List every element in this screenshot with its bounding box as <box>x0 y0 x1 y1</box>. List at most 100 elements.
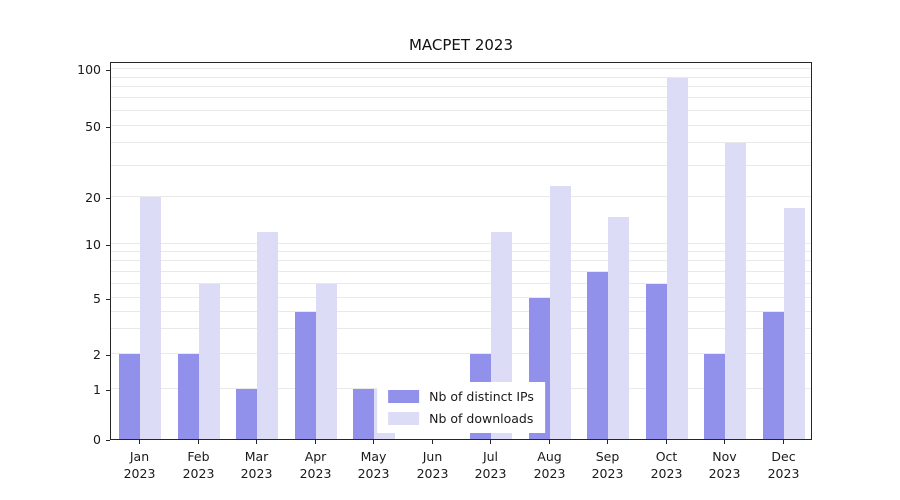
year-label: 2023 <box>123 466 156 481</box>
gridline <box>111 243 811 244</box>
bar-distinct-ips-feb <box>178 354 199 439</box>
y-tick-label: 50 <box>85 119 101 134</box>
x-tick-mark <box>724 440 725 444</box>
chart-title: MACPET 2023 <box>408 36 514 54</box>
bar-distinct-ips-dec <box>763 312 784 439</box>
x-tick-label-apr: Apr 2023 <box>286 448 345 482</box>
bar-distinct-ips-may <box>353 389 374 439</box>
y-tick-mark <box>106 440 110 441</box>
gridline <box>111 125 811 126</box>
month-label: Sep <box>595 449 620 464</box>
x-tick-label-aug: Aug 2023 <box>520 448 579 482</box>
x-tick-label-dec: Dec 2023 <box>754 448 813 482</box>
y-tick-mark <box>106 245 110 246</box>
gridline <box>111 311 811 312</box>
year-label: 2023 <box>357 466 390 481</box>
y-tick-label: 5 <box>93 291 101 306</box>
month-label: Jun <box>422 449 443 464</box>
legend-swatch-distinct-ips <box>388 390 420 403</box>
x-tick-label-nov: Nov 2023 <box>695 448 754 482</box>
x-tick-label-sep: Sep 2023 <box>578 448 637 482</box>
x-tick-label-mar: Mar 2023 <box>227 448 286 482</box>
x-tick-label-jul: Jul 2023 <box>461 448 520 482</box>
month-label: Mar <box>244 449 269 464</box>
gridline <box>111 328 811 329</box>
x-tick-mark <box>607 440 608 444</box>
x-tick-label-feb: Feb 2023 <box>169 448 228 482</box>
legend-label: Nb of downloads <box>429 411 534 426</box>
bar-distinct-ips-nov <box>704 354 725 439</box>
bar-downloads-jan <box>140 197 161 439</box>
x-tick-mark <box>783 440 784 444</box>
bar-downloads-mar <box>257 232 278 439</box>
x-tick-label-may: May 2023 <box>344 448 403 482</box>
gridline <box>111 271 811 272</box>
y-tick-mark <box>106 299 110 300</box>
gridline <box>111 68 811 69</box>
year-label: 2023 <box>650 466 683 481</box>
x-tick-mark <box>198 440 199 444</box>
y-tick-mark <box>106 355 110 356</box>
plot-area: Nb of distinct IPs Nb of downloads <box>110 62 812 440</box>
x-tick-mark <box>666 440 667 444</box>
legend: Nb of distinct IPs Nb of downloads <box>377 382 545 433</box>
y-tick-label: 10 <box>85 237 101 252</box>
gridline <box>111 97 811 98</box>
y-tick-mark <box>106 127 110 128</box>
y-tick-label: 2 <box>93 347 101 362</box>
month-label: Nov <box>712 449 737 464</box>
gridline <box>111 142 811 143</box>
bar-downloads-apr <box>316 284 337 439</box>
bar-distinct-ips-oct <box>646 284 667 439</box>
x-tick-mark <box>139 440 140 444</box>
legend-swatch-downloads <box>388 412 420 425</box>
gridline <box>111 283 811 284</box>
bar-downloads-oct <box>667 78 688 439</box>
x-tick-mark <box>549 440 550 444</box>
x-tick-mark <box>432 440 433 444</box>
y-tick-label: 1 <box>93 382 101 397</box>
gridline <box>111 297 811 298</box>
month-label: Aug <box>537 449 562 464</box>
y-tick-mark <box>106 390 110 391</box>
y-tick-label: 20 <box>85 190 101 205</box>
y-tick-label: 0 <box>93 432 101 447</box>
y-tick-mark <box>106 70 110 71</box>
gridline <box>111 165 811 166</box>
month-label: Feb <box>187 449 210 464</box>
month-label: Dec <box>771 449 796 464</box>
gridline <box>111 86 811 87</box>
gridline <box>111 77 811 78</box>
year-label: 2023 <box>416 466 449 481</box>
year-label: 2023 <box>533 466 566 481</box>
year-label: 2023 <box>299 466 332 481</box>
bar-distinct-ips-jan <box>119 354 140 439</box>
legend-row: Nb of distinct IPs <box>388 389 534 404</box>
month-label: Jan <box>129 449 150 464</box>
x-tick-label-jun: Jun 2023 <box>403 448 462 482</box>
gridline <box>111 353 811 354</box>
gridline <box>111 110 811 111</box>
year-label: 2023 <box>767 466 800 481</box>
bar-downloads-sep <box>608 217 629 439</box>
month-label: Jul <box>482 449 499 464</box>
year-label: 2023 <box>474 466 507 481</box>
month-label: Apr <box>304 449 327 464</box>
gridline <box>111 251 811 252</box>
y-tick-label: 100 <box>77 62 101 77</box>
bar-downloads-dec <box>784 208 805 439</box>
year-label: 2023 <box>708 466 741 481</box>
gridline <box>111 260 811 261</box>
x-tick-mark <box>256 440 257 444</box>
bar-distinct-ips-sep <box>587 272 608 439</box>
year-label: 2023 <box>240 466 273 481</box>
x-tick-label-jan: Jan 2023 <box>110 448 169 482</box>
month-label: Oct <box>655 449 678 464</box>
y-tick-mark <box>106 198 110 199</box>
bar-downloads-nov <box>725 143 746 439</box>
x-tick-mark <box>490 440 491 444</box>
gridline <box>111 196 811 197</box>
year-label: 2023 <box>591 466 624 481</box>
legend-label: Nb of distinct IPs <box>429 389 534 404</box>
